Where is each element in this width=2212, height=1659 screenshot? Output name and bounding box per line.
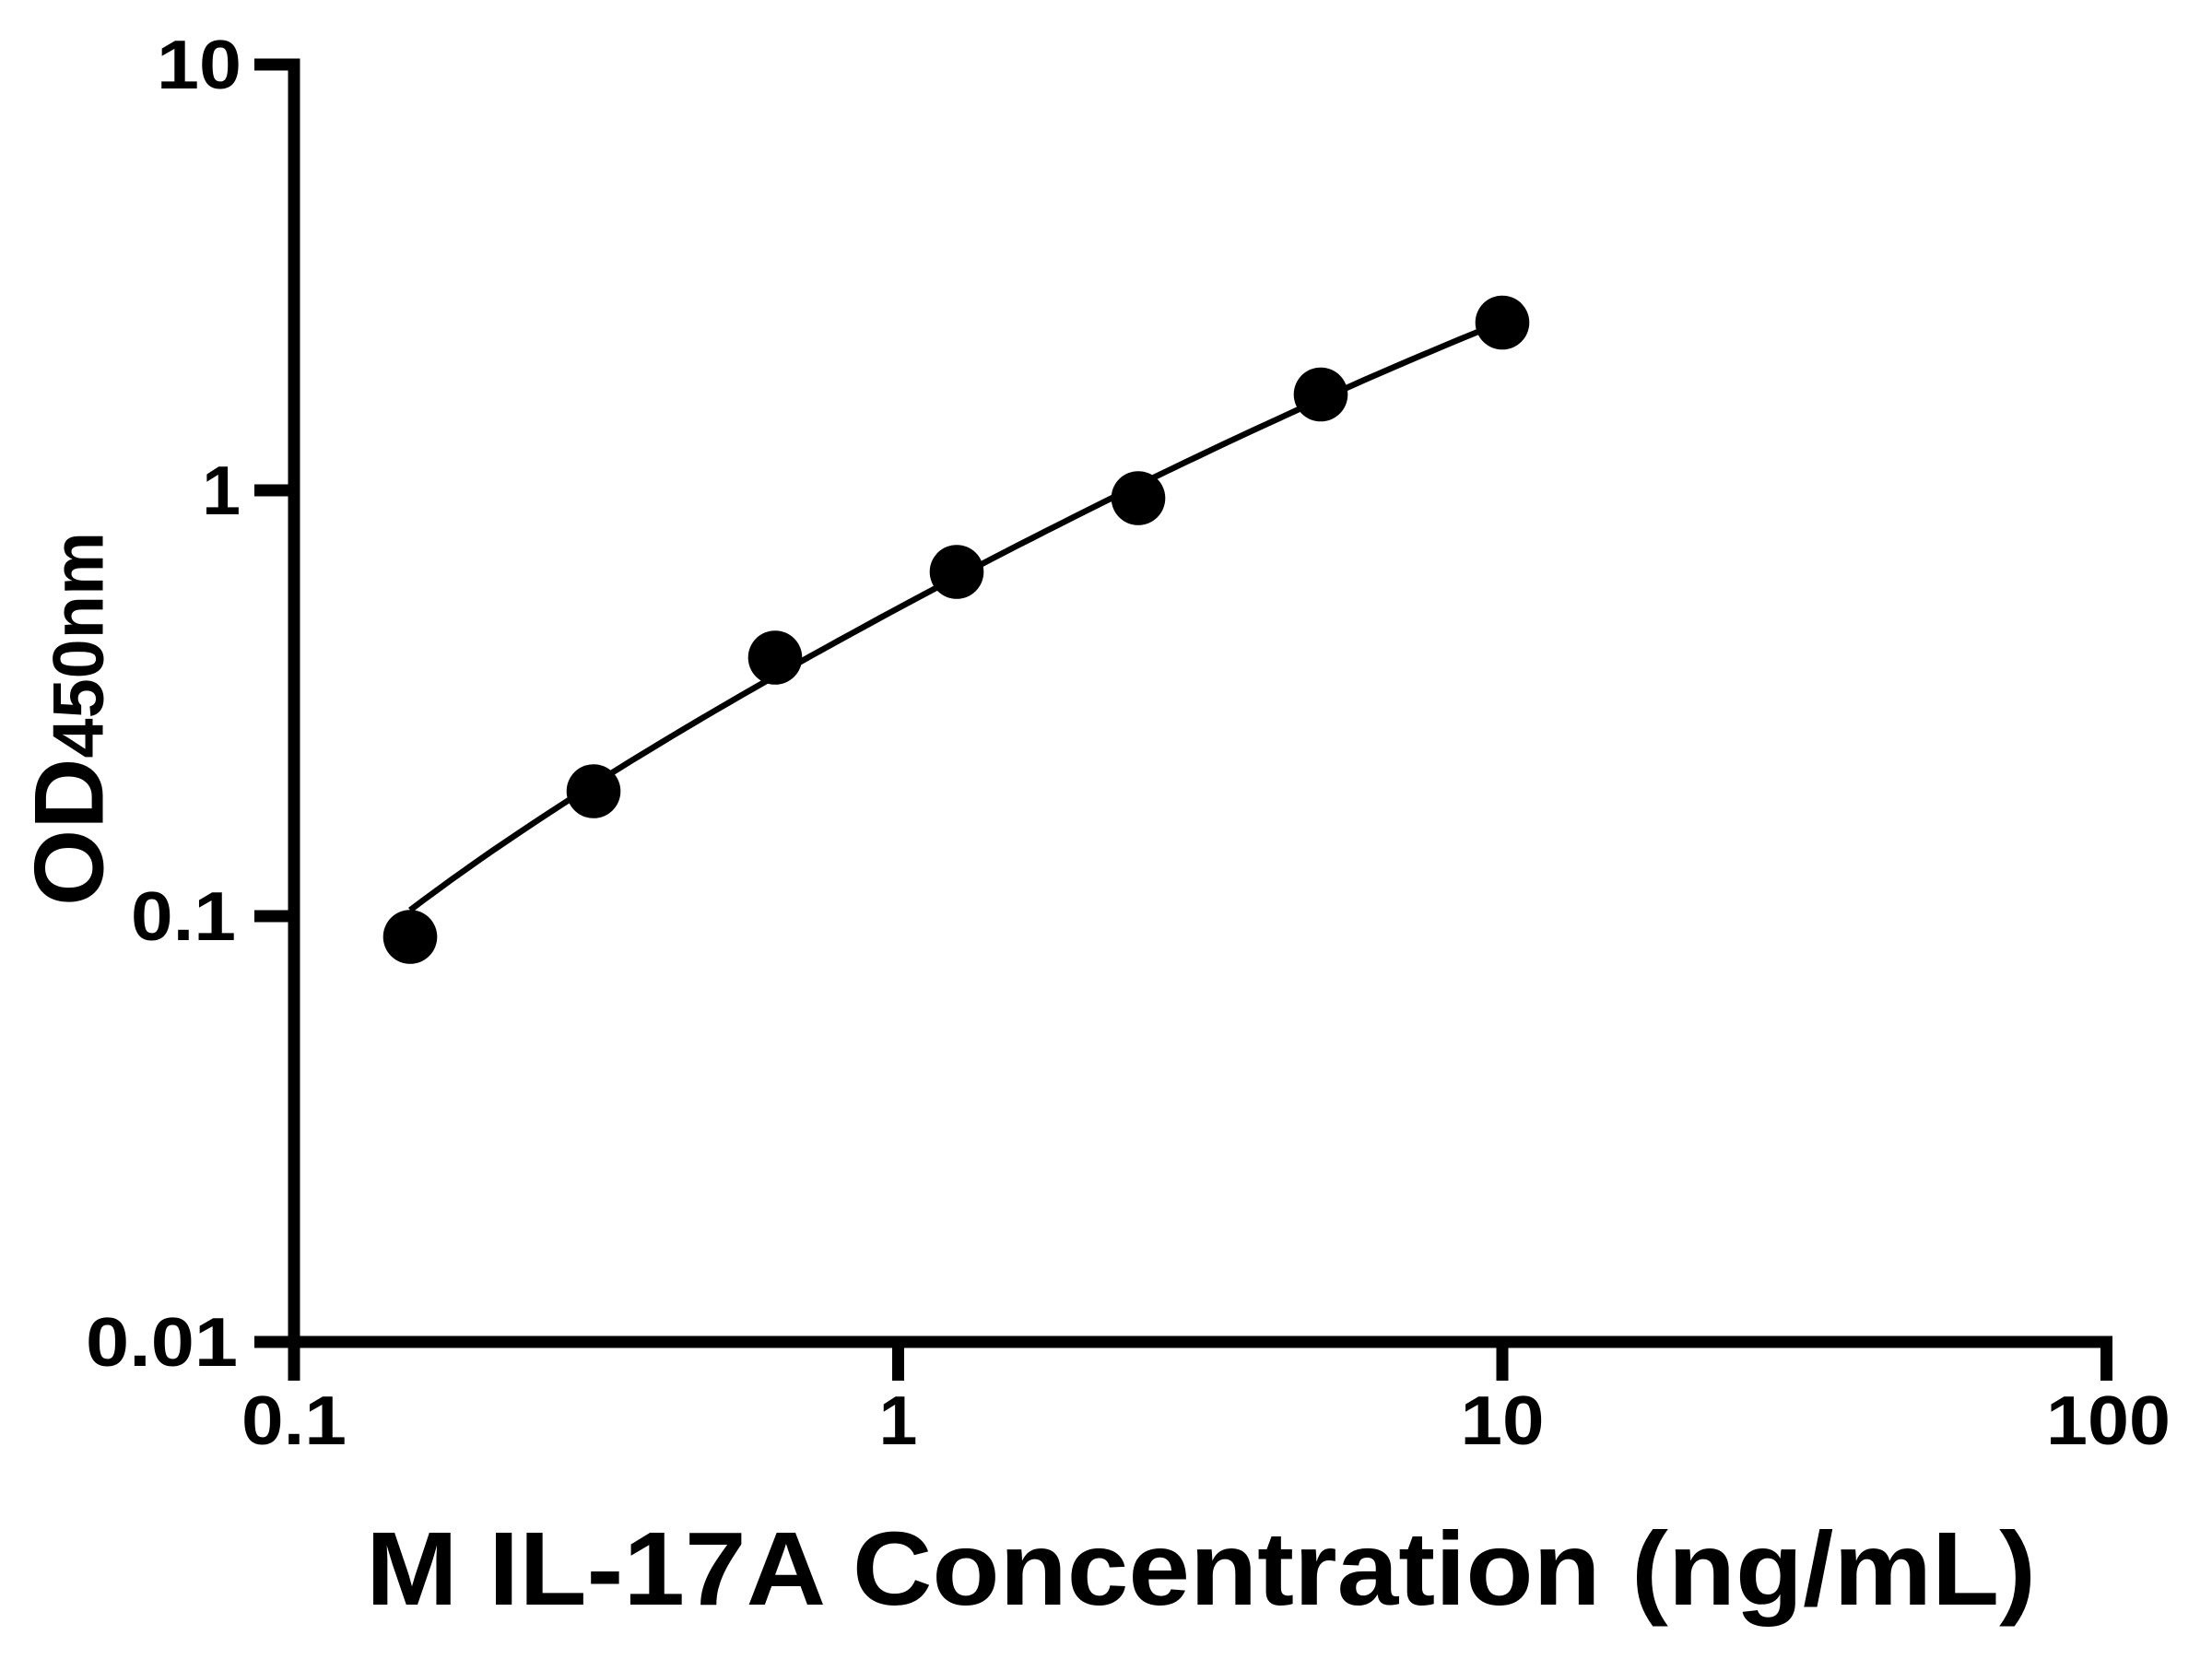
- svg-text:0.01: 0.01: [86, 1303, 238, 1381]
- svg-text:100: 100: [2046, 1382, 2171, 1459]
- svg-text:1: 1: [879, 1382, 918, 1459]
- svg-text:10: 10: [157, 26, 241, 103]
- svg-text:0.1: 0.1: [131, 877, 236, 955]
- svg-text:M IL-17A Concentration (ng/mL): M IL-17A Concentration (ng/mL): [366, 1511, 2036, 1627]
- svg-text:10: 10: [1461, 1382, 1545, 1459]
- svg-text:0.1: 0.1: [241, 1382, 347, 1459]
- svg-text:1: 1: [202, 452, 241, 529]
